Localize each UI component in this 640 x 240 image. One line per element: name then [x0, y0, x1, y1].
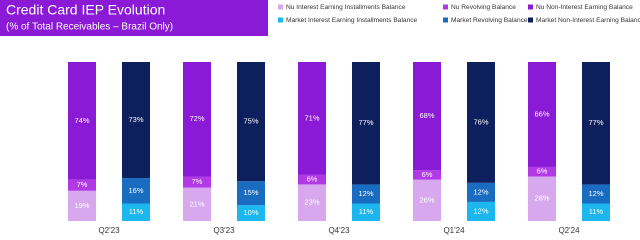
bar-segment [183, 176, 211, 188]
bar-segment [352, 203, 380, 221]
bar-segment [413, 170, 441, 180]
value-label: 77% [588, 118, 603, 127]
bar-segment [352, 184, 380, 204]
legend-label: Nu Non-Interest Earning Balance [536, 4, 633, 11]
bar-segment [413, 62, 441, 171]
bar-segment [122, 203, 150, 221]
bar-segment [122, 62, 150, 179]
bar-segment [467, 201, 495, 221]
value-label: 72% [189, 114, 204, 123]
value-label: 16% [128, 186, 143, 195]
value-label: 10% [243, 208, 258, 217]
value-label: 7% [192, 177, 203, 186]
x-tick-label: Q2'24 [558, 226, 580, 235]
value-label: 75% [243, 117, 258, 126]
bar-segment [528, 166, 556, 177]
value-label: 6% [307, 175, 318, 184]
value-label: 11% [129, 207, 144, 216]
bar-segment [122, 178, 150, 204]
bar-segment [467, 182, 495, 202]
legend-swatch [443, 4, 448, 10]
value-label: 66% [534, 109, 549, 118]
bar-segment [528, 62, 556, 167]
bar-segment [68, 179, 96, 191]
legend-label: Nu Interest Earning Installments Balance [286, 4, 406, 11]
chart-title: Credit Card IEP Evolution [6, 2, 165, 18]
bar-segment [582, 62, 610, 185]
value-label: 68% [419, 111, 434, 120]
legend-swatch [278, 17, 283, 23]
bar-segment [298, 174, 326, 185]
value-label: 19% [74, 201, 89, 210]
bar-segment [298, 184, 326, 221]
value-label: 7% [77, 180, 88, 189]
bar-segment [413, 179, 441, 221]
legend-swatch [528, 4, 533, 10]
value-label: 12% [358, 189, 373, 198]
bar-segment [528, 176, 556, 221]
value-label: 12% [473, 187, 488, 196]
bar-segment [467, 62, 495, 183]
bar-segment [183, 187, 211, 221]
value-label: 6% [422, 170, 433, 179]
x-tick-label: Q1'24 [443, 226, 465, 235]
bar-segment [237, 62, 265, 182]
legend-swatch [278, 4, 283, 10]
value-label: 28% [534, 194, 549, 203]
value-label: 76% [473, 117, 488, 126]
value-label: 77% [358, 118, 373, 127]
legend-label: Nu Revolving Balance [451, 4, 516, 11]
value-label: 12% [588, 189, 603, 198]
bar-segment [582, 203, 610, 221]
x-tick-label: Q2'23 [98, 226, 120, 235]
bar-segment [68, 62, 96, 180]
legend-swatch [528, 17, 533, 23]
chart-subtitle: (% of Total Receivables – Brazil Only) [6, 22, 173, 33]
value-label: 6% [537, 167, 548, 176]
bar-segment [352, 62, 380, 185]
title-banner [0, 0, 268, 36]
bar-segment [183, 62, 211, 177]
bar-segment [68, 190, 96, 221]
bar-segment [298, 62, 326, 175]
value-label: 12% [473, 206, 488, 215]
value-label: 26% [419, 195, 434, 204]
legend-label: Market Non-Interest Earning Balance [536, 17, 640, 24]
x-tick-label: Q4'23 [328, 226, 350, 235]
bar-segment [237, 205, 265, 221]
value-label: 21% [189, 199, 204, 208]
value-label: 15% [243, 188, 258, 197]
value-label: 11% [589, 207, 604, 216]
legend-label: Market Interest Earning Installments Bal… [286, 17, 418, 24]
bar-segment [582, 184, 610, 204]
legend-label: Market Revolving Balance [451, 17, 528, 24]
value-label: 74% [74, 116, 89, 125]
value-label: 23% [304, 198, 319, 207]
value-label: 11% [359, 207, 374, 216]
value-label: 73% [128, 115, 143, 124]
legend-swatch [443, 17, 448, 23]
x-tick-label: Q3'23 [213, 226, 235, 235]
value-label: 71% [304, 113, 319, 122]
bar-segment [237, 181, 265, 206]
